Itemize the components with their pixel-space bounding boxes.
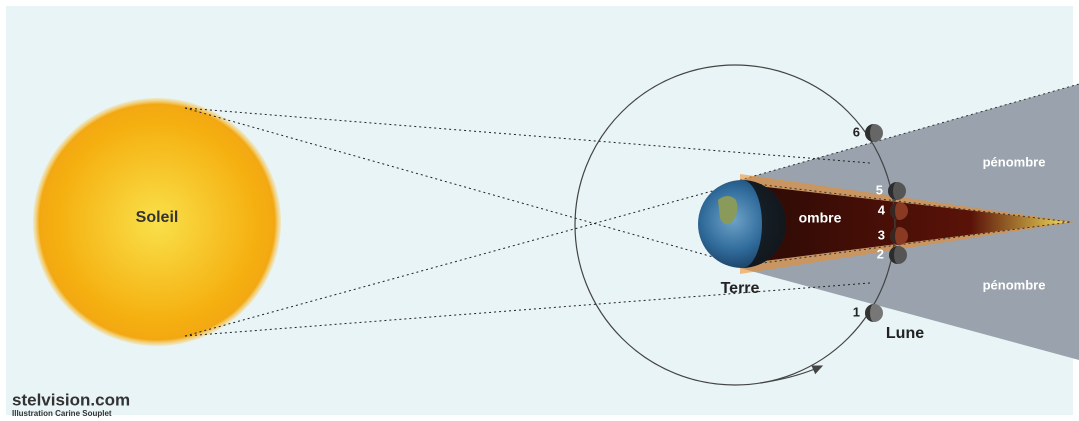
earth-label: Terre <box>721 280 760 297</box>
moon-number: 2 <box>877 246 884 261</box>
sun-label: Soleil <box>136 209 179 226</box>
moon-label: Lune <box>886 325 924 342</box>
moon-number: 5 <box>876 182 883 197</box>
credit-author: Illustration Carine Souplet <box>12 409 112 418</box>
moon-number: 3 <box>878 227 885 242</box>
umbra-label: ombre <box>799 210 842 226</box>
credit-site: stelvision.com <box>12 390 130 409</box>
diagram: Soleil Terre ombre pénombre pénombre Lun… <box>0 0 1079 421</box>
moon-number: 1 <box>853 304 860 319</box>
penumbra-label: pénombre <box>983 277 1046 292</box>
moon-number: 6 <box>853 124 860 139</box>
penumbra-label: pénombre <box>983 154 1046 169</box>
moon-number: 4 <box>878 202 886 217</box>
